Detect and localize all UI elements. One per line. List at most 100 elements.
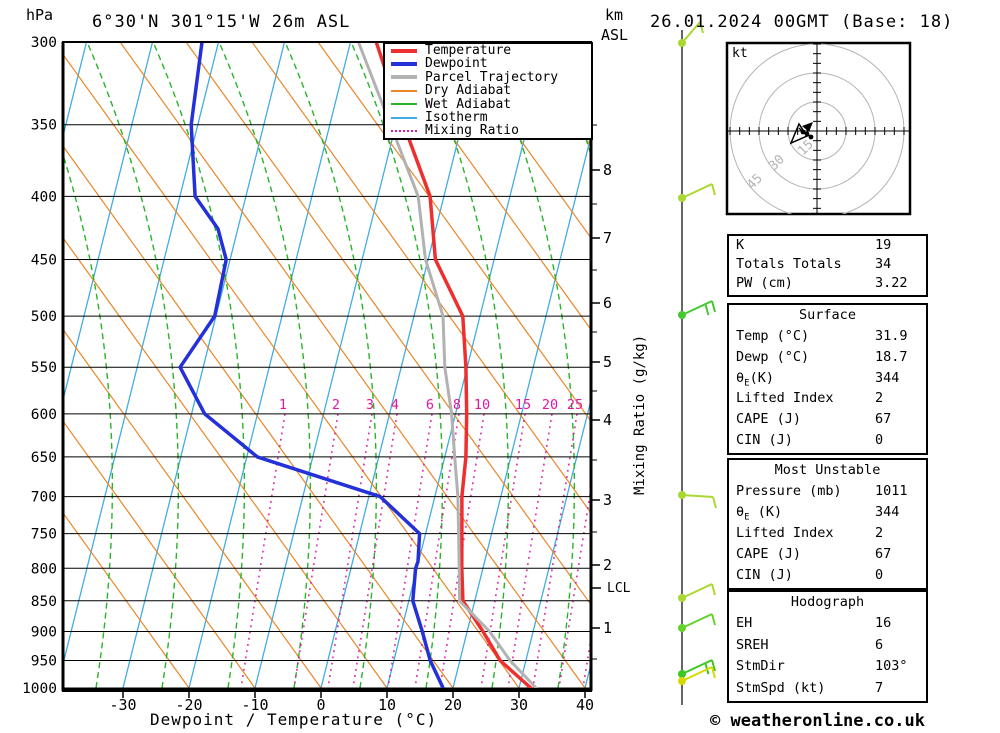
wind-barb-tick: [711, 183, 716, 196]
dry-adiabat-line: [64, 146, 454, 689]
wind-barb-shaft: [681, 613, 713, 629]
km-tick-label: 1: [603, 619, 612, 637]
wind-barb-dot: [678, 39, 686, 47]
pressure-tick-label: 650: [31, 450, 57, 466]
dry-adiabat-line: [64, 238, 388, 689]
pressure-tick-label: 900: [31, 624, 57, 640]
panel-row: Dewp (°C) 18.7: [729, 347, 926, 368]
legend-item: Wet Adiabat: [385, 97, 591, 111]
panel-row-label: StmSpd (kt): [736, 679, 826, 696]
pressure-axis-unit: hPa: [26, 6, 54, 24]
wet-adiabat-line: [284, 42, 378, 689]
temperature-axis-label: Dewpoint / Temperature (°C): [150, 710, 438, 729]
pressure-tick-label: 850: [31, 594, 57, 610]
panel-row-label: Totals Totals: [736, 256, 842, 272]
km-tick-label: 4: [603, 411, 612, 429]
pressure-tick-label: 550: [31, 360, 57, 376]
mixing-ratio-line: [352, 413, 398, 689]
panel-row-label: CIN (J): [736, 567, 793, 583]
panel-row: CIN (J) 0: [729, 565, 926, 586]
mixing-ratio-value-label: 2: [332, 397, 340, 413]
station-title: 6°30'N 301°15'W 26m ASL: [92, 12, 351, 32]
panel-row: θE(K) 344: [729, 368, 926, 389]
km-tick-label: 2: [603, 556, 612, 574]
km-tick-label: 7: [603, 229, 612, 247]
legend-item: Mixing Ratio: [385, 123, 591, 139]
panel-row: Pressure (mb) 1011: [729, 481, 926, 502]
panel-row-value: 3.22: [875, 275, 908, 291]
panel-row: StmSpd (kt) 7: [729, 678, 926, 699]
panel-row-value: 67: [875, 411, 892, 428]
isotherm-line: [188, 42, 352, 689]
wind-barb-dot: [678, 194, 686, 202]
panel-row-value: 344: [875, 369, 900, 386]
panel-row-label: SREH: [736, 636, 769, 653]
panel-row-label: CAPE (J): [736, 546, 802, 562]
wind-barb-shaft: [681, 666, 713, 682]
mixing-ratio-value-label: 6: [426, 397, 434, 413]
dry-adiabat-line: [64, 54, 520, 689]
km-tick-label: 8: [603, 161, 612, 179]
wind-barb: [678, 583, 716, 602]
panel-row-value: 103°: [875, 658, 908, 675]
panel-title: Surface: [799, 307, 856, 323]
dry-adiabat-line: [119, 42, 586, 689]
panel-row: Lifted Index 2: [729, 523, 926, 544]
wind-barb: [678, 666, 716, 685]
wind-barb-shaft: [681, 300, 713, 316]
wind-barb-tick: [711, 583, 716, 596]
wet-adiabat-swatch: [391, 103, 417, 106]
legend-item-label: Isotherm: [425, 109, 488, 125]
legend-item-label: Parcel Trajectory: [425, 69, 559, 85]
mixing-ratio-value-label: 4: [391, 397, 399, 413]
panel-row-value: 18.7: [875, 348, 908, 365]
hodograph-trace-dot: [804, 131, 810, 137]
isotherm-line: [320, 42, 484, 689]
wind-barb: [678, 21, 704, 47]
panel-row: PW (cm) 3.22: [729, 274, 926, 293]
dry-adiabat-line: [64, 329, 322, 689]
panel-row-label: Lifted Index: [736, 390, 834, 407]
dry-adiabat-line: [251, 42, 590, 513]
wind-barb-shaft: [681, 659, 713, 675]
mixing-ratio-value-label: 10: [474, 397, 490, 413]
panel-row: CAPE (J) 67: [729, 544, 926, 565]
pressure-tick-label: 350: [31, 118, 57, 134]
panel-row-value: 0: [875, 432, 884, 449]
dewpoint-curve: [178, 42, 445, 689]
legend-item-label: Temperature: [425, 43, 512, 58]
run-datetime-title: 26.01.2024 00GMT (Base: 18): [650, 12, 954, 32]
wind-barb-tick: [711, 659, 716, 672]
wind-barb-dot: [678, 594, 686, 602]
temperature-swatch: [391, 48, 417, 53]
wind-barb-tick: [704, 303, 710, 316]
legend-item: Dewpoint: [385, 57, 591, 71]
isotherm-line: [122, 42, 286, 689]
km-axis-unit: km: [605, 6, 624, 24]
wind-barb-shaft: [681, 583, 713, 599]
wind-barb: [678, 613, 716, 632]
panel-row-label: PW (cm): [736, 275, 793, 291]
mixing-ratio-line: [480, 413, 526, 689]
panel-row: CAPE (J) 67: [729, 409, 926, 430]
mixing-ratio-line: [293, 413, 339, 689]
wind-barb-tick: [711, 613, 716, 626]
legend-item-label: Mixing Ratio: [425, 123, 519, 139]
panel-row-label: Temp (°C): [736, 327, 810, 344]
wind-barb-tick: [711, 666, 716, 679]
pressure-tick-label: 700: [31, 490, 57, 506]
panel-row-label: Pressure (mb): [736, 483, 842, 499]
parcel-trajectory-curve: [356, 42, 538, 689]
isotherm-swatch: [391, 116, 417, 119]
panel-row-label: CIN (J): [736, 432, 793, 449]
wind-barb-dot: [678, 311, 686, 319]
temp-tick-label: 0: [316, 696, 325, 714]
wind-barb: [678, 300, 716, 319]
dry-adiabat-line: [317, 42, 590, 421]
panel-row-value: 2: [875, 525, 884, 541]
mixing-ratio-line: [387, 413, 433, 689]
mixing-ratio-line: [532, 413, 578, 689]
dry-adiabat-line: [449, 42, 590, 238]
pressure-tick-label: 300: [31, 35, 57, 51]
